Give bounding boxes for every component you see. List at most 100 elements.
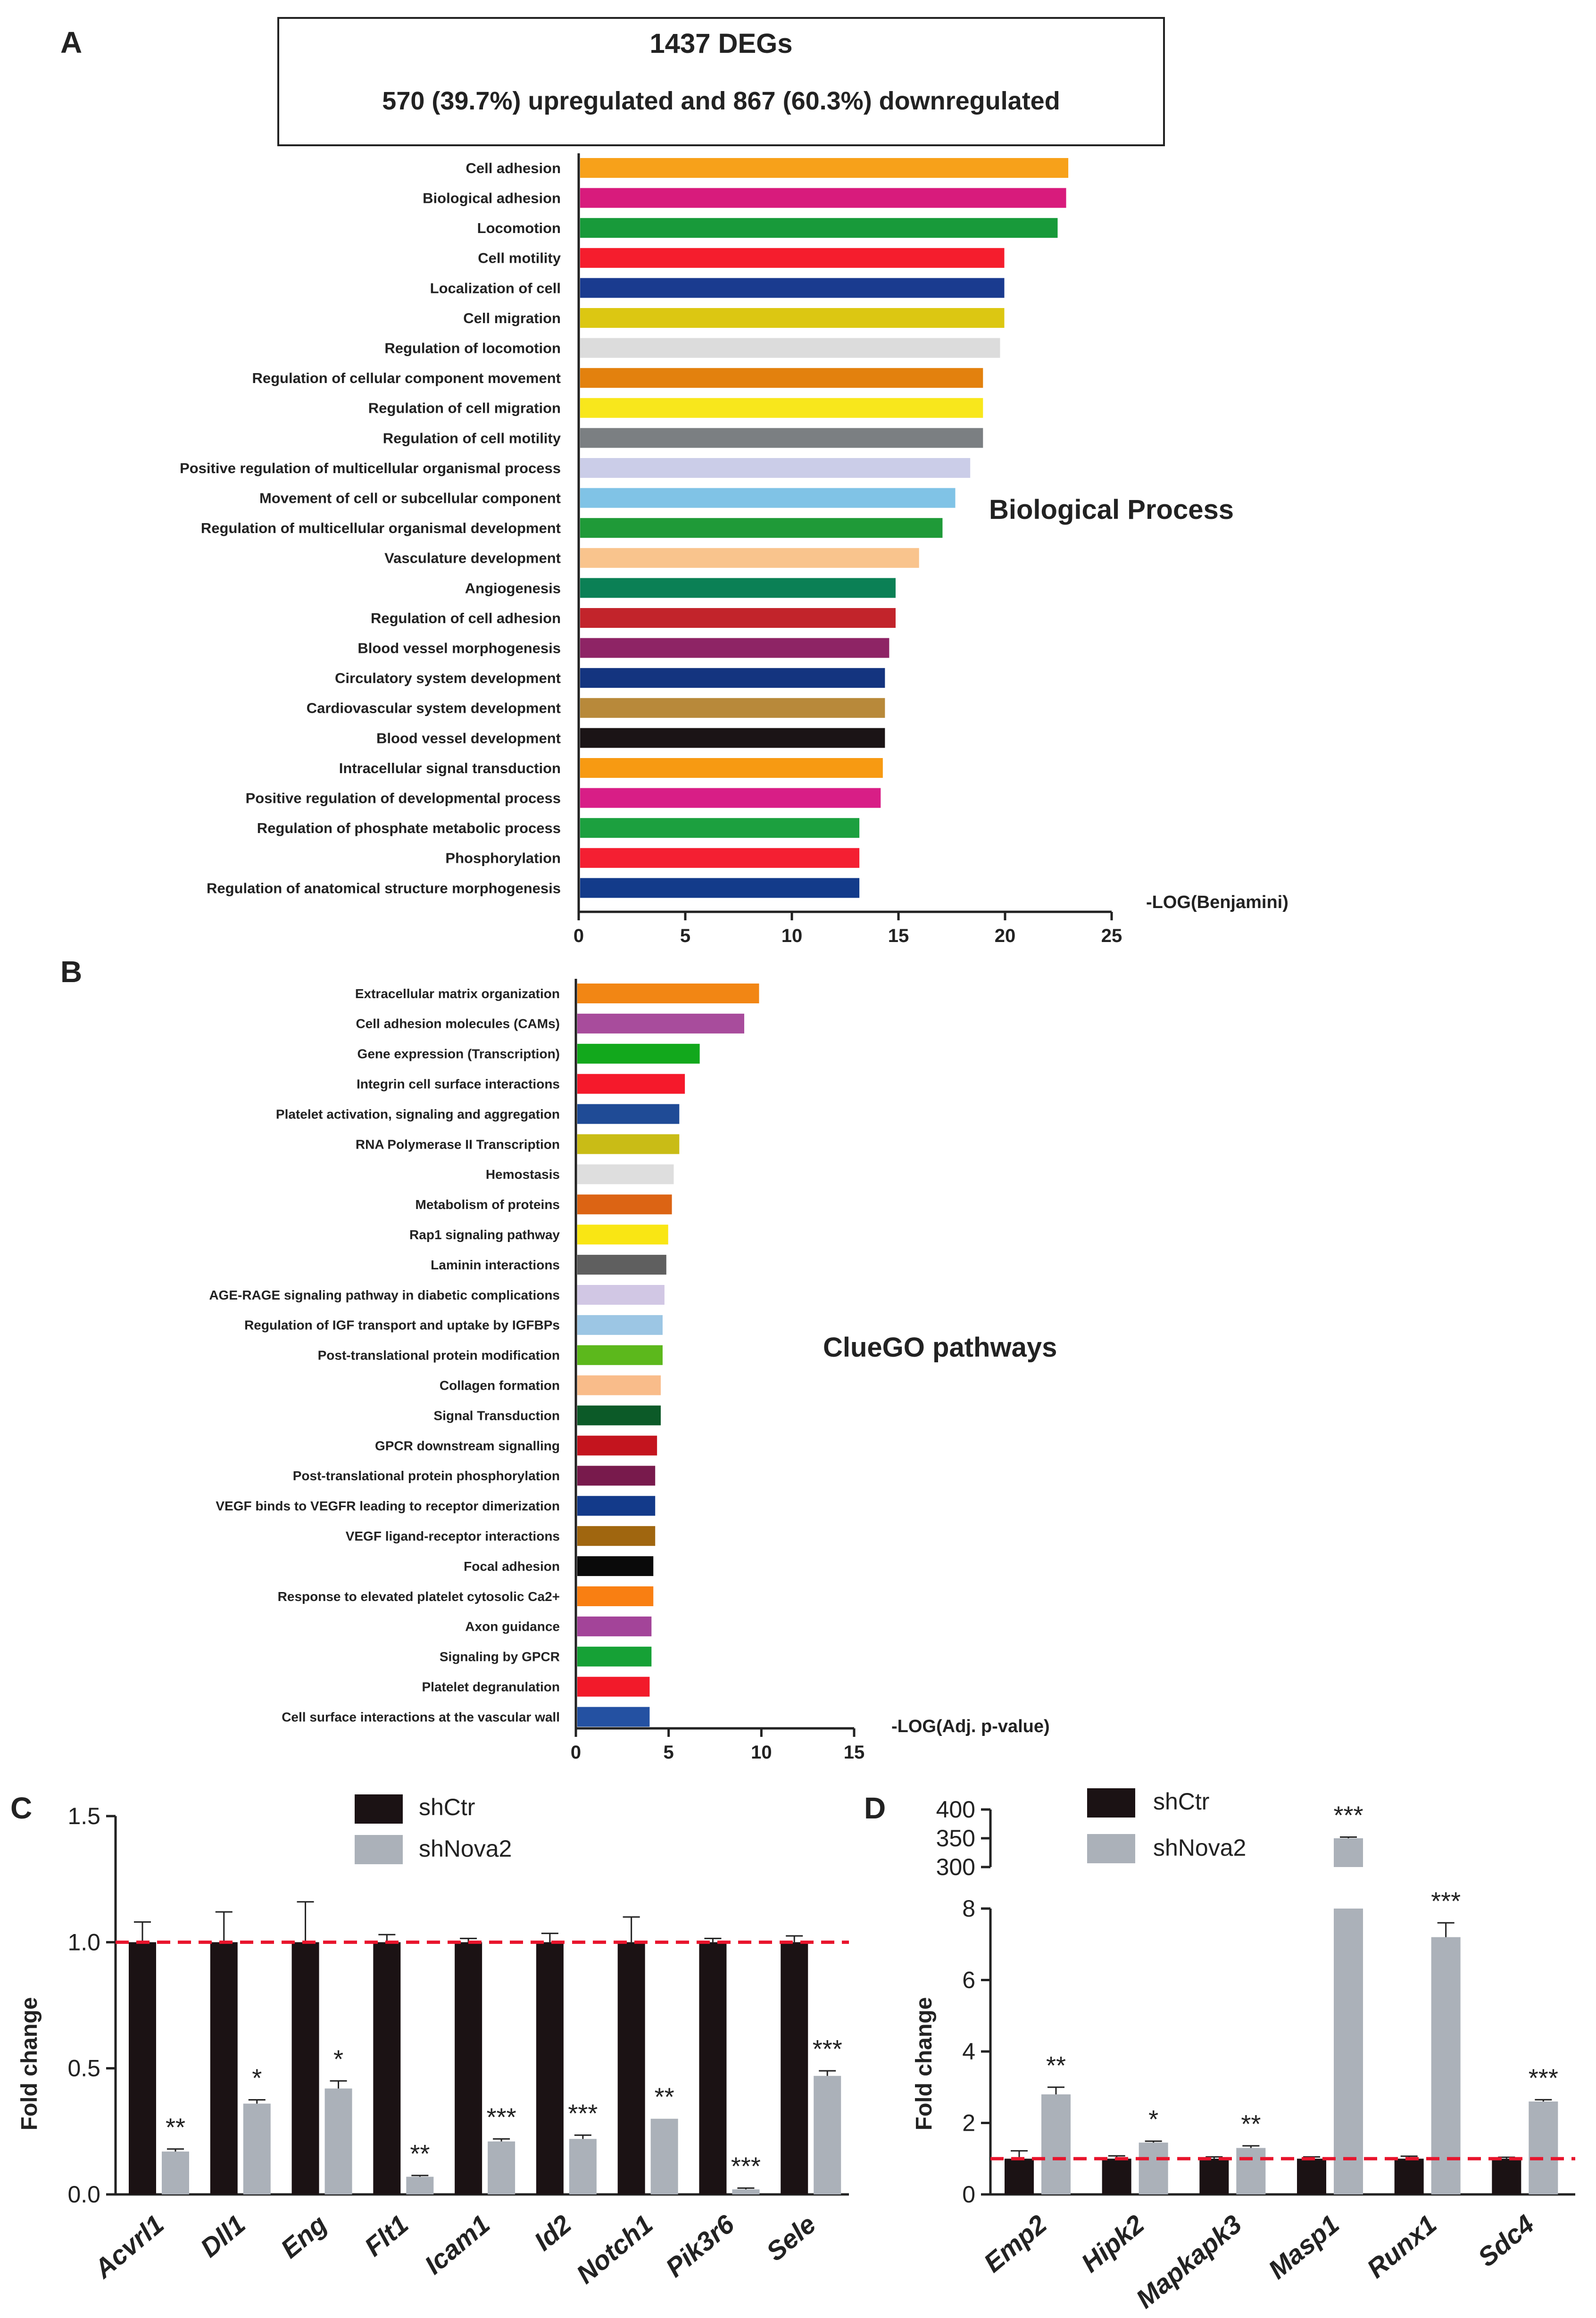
category-label: Rap1 signaling pathway xyxy=(409,1227,560,1242)
bar-shctr-icam1 xyxy=(455,1942,482,2194)
bar-shnova2-mapkapk3 xyxy=(1236,2148,1266,2194)
x-tick-label: 25 xyxy=(1101,926,1122,946)
panel-d-letter: D xyxy=(864,1791,886,1825)
category-label: Hemostasis xyxy=(486,1167,560,1182)
bar-signal-transduction xyxy=(577,1405,661,1426)
bar-regulation-of-multicellular-organismal-development xyxy=(580,518,943,538)
bar-shnova2-pik3r6 xyxy=(732,2189,760,2194)
x-tick-label: 20 xyxy=(995,926,1016,946)
significance-label: ** xyxy=(166,2113,185,2142)
significance-label: * xyxy=(252,2064,262,2093)
bar-shnova2-eng xyxy=(324,2088,352,2194)
bar-vasculature-development xyxy=(580,548,919,568)
y-tick-label: 8 xyxy=(962,1895,975,1922)
category-label: Hipk2 xyxy=(1075,2209,1149,2278)
summary-text: 570 (39.7%) upregulated and 867 (60.3%) … xyxy=(382,87,1060,115)
bar-vegf-ligand-receptor-interactions xyxy=(577,1526,656,1546)
chart-b-x-axis-label: -LOG(Adj. p-value) xyxy=(891,1717,1050,1736)
significance-label: ** xyxy=(655,2083,674,2111)
legend-label-shnova2: shNova2 xyxy=(1153,1834,1246,1861)
bar-shctr-eng xyxy=(291,1942,319,2194)
x-tick-label: 5 xyxy=(680,926,690,946)
bar-blood-vessel-development xyxy=(580,728,885,748)
category-label: Post-translational protein phosphorylati… xyxy=(293,1468,560,1483)
category-label: Cell surface interactions at the vascula… xyxy=(282,1709,560,1724)
category-label: Focal adhesion xyxy=(464,1559,560,1574)
bar-cell-adhesion xyxy=(580,158,1069,178)
category-label: Notch1 xyxy=(571,2209,658,2289)
bar-integrin-cell-surface-interactions xyxy=(577,1074,685,1094)
category-label: Id2 xyxy=(529,2209,577,2256)
bar-vegf-binds-to-vegfr-leading-to-receptor-dimerization xyxy=(577,1496,656,1516)
bar-hemostasis xyxy=(577,1164,674,1184)
category-label: AGE-RAGE signaling pathway in diabetic c… xyxy=(209,1288,560,1302)
chart-c: 0.0 0.5 1.0 1.5 ** Acvrl1 * Dll1 * Eng ** Flt1 *** Ic… xyxy=(67,1803,849,2289)
bar-shctr-flt1 xyxy=(373,1942,401,2194)
category-label: Blood vessel development xyxy=(376,730,561,746)
significance-label: ** xyxy=(410,2140,430,2168)
bar-shnova2-sele xyxy=(814,2076,841,2194)
category-label: Cell migration xyxy=(463,310,561,326)
legend-swatch-shnova2 xyxy=(355,1835,403,1864)
category-label: Post-translational protein modification xyxy=(318,1348,560,1363)
bar-shnova2-sdc4 xyxy=(1529,2101,1558,2194)
panel-b-letter: B xyxy=(60,955,82,989)
y-tick-label: 0.5 xyxy=(67,2055,100,2082)
significance-label: *** xyxy=(1431,1887,1461,1915)
category-label: Mapkapk3 xyxy=(1130,2209,1247,2314)
cluego-annotation: ClueGO pathways xyxy=(823,1332,1057,1363)
category-label: Positive regulation of developmental pro… xyxy=(246,790,561,806)
bar-regulation-of-cell-adhesion xyxy=(580,608,896,628)
category-label: Runx1 xyxy=(1361,2209,1442,2284)
chart-a: Cell adhesion Biological adhesion Locomoti… xyxy=(180,153,1122,946)
bar-movement-of-cell-or-subcellular-component xyxy=(580,488,956,508)
bar-shnova2-id2 xyxy=(569,2139,597,2194)
bar-shnova2-emp2 xyxy=(1041,2094,1071,2194)
x-tick-label: 10 xyxy=(751,1742,772,1763)
bar-intracellular-signal-transduction xyxy=(580,758,883,778)
bar-phosphorylation xyxy=(580,848,860,868)
panel-b: B Extracellular matrix organization Cell … xyxy=(60,955,1057,1763)
y-tick-label: 350 xyxy=(936,1825,975,1851)
category-label: Flt1 xyxy=(359,2209,414,2262)
category-label: Cell adhesion molecules (CAMs) xyxy=(356,1017,560,1031)
bar-metabolism-of-proteins xyxy=(577,1194,672,1215)
bar-shctr-dll1 xyxy=(210,1942,238,2194)
y-tick-label: 400 xyxy=(936,1796,975,1823)
category-label: Icam1 xyxy=(419,2209,495,2280)
bar-regulation-of-anatomical-structure-morphogenesis xyxy=(580,878,860,898)
y-tick-label: 1.0 xyxy=(67,1929,100,1955)
bar-cardiovascular-system-development xyxy=(580,698,885,718)
category-label: Axon guidance xyxy=(465,1619,560,1634)
x-tick-label: 10 xyxy=(781,926,803,946)
chart-d-y-axis-label: Fold change xyxy=(912,1997,937,2131)
x-tick-label: 5 xyxy=(664,1742,674,1763)
category-label: Movement of cell or subcellular componen… xyxy=(259,490,561,506)
bar-regulation-of-cell-motility xyxy=(580,428,983,448)
category-label: Masp1 xyxy=(1263,2209,1345,2285)
bar-locomotion xyxy=(580,218,1058,238)
category-label: Extracellular matrix organization xyxy=(355,986,560,1001)
bar-shctr-acvrl1 xyxy=(129,1942,156,2194)
category-label: Circulatory system development xyxy=(335,670,561,686)
bar-rap1-signaling-pathway xyxy=(577,1225,668,1245)
chart-d-legend: shCtr shNova2 xyxy=(1087,1788,1246,1863)
significance-label: *** xyxy=(813,2035,842,2063)
category-label: Regulation of locomotion xyxy=(384,340,561,356)
chart-c-y-axis-label: Fold change xyxy=(17,1997,42,2131)
legend-label-shctr: shCtr xyxy=(419,1794,475,1820)
bar-focal-adhesion xyxy=(577,1556,654,1576)
category-label: Regulation of cell migration xyxy=(368,400,561,417)
category-label: Signal Transduction xyxy=(433,1408,560,1423)
bar-circulatory-system-development xyxy=(580,668,885,688)
bar-shctr-hipk2 xyxy=(1102,2159,1131,2194)
bar-extracellular-matrix-organization xyxy=(577,984,759,1003)
bar-shnova2-notch1 xyxy=(650,2118,678,2194)
bar-axon-guidance xyxy=(577,1616,652,1636)
category-label: RNA Polymerase II Transcription xyxy=(356,1137,560,1151)
category-label: Acvrl1 xyxy=(88,2209,169,2285)
bar-gene-expression-transcription xyxy=(577,1043,700,1064)
y-tick-label: 0.0 xyxy=(67,2181,100,2208)
